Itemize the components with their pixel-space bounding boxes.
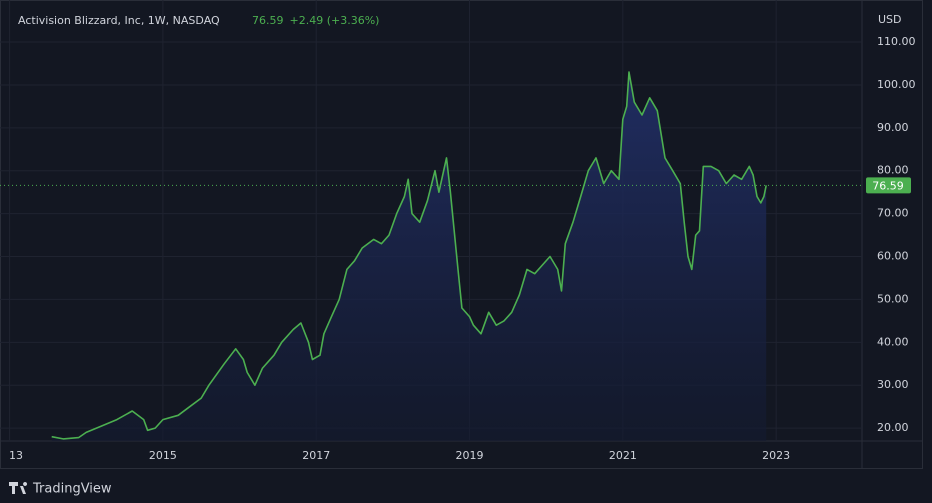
x-tick-label: 2023 <box>762 449 790 462</box>
change: +2.49 (+3.36%) <box>290 14 380 27</box>
x-tick-label: 2021 <box>609 449 637 462</box>
price: 76.59 <box>252 14 284 27</box>
brand: TradingView <box>32 482 112 497</box>
y-tick-label: 110.00 <box>877 35 916 48</box>
area <box>51 72 767 441</box>
x-tick-label: 2015 <box>149 449 177 462</box>
y-tick-label: 20.00 <box>877 421 909 434</box>
labels: 20.00 30.00 40.00 50.00 60.00 70.00 80.00 90.00… <box>9 35 916 462</box>
y-tick-label: 100.00 <box>877 78 916 91</box>
x-tick-label: 2019 <box>456 449 484 462</box>
logo <box>9 482 28 494</box>
y-tick-label: 30.00 <box>877 378 909 391</box>
panel-border <box>0 0 923 469</box>
x-tick-label: 13 <box>9 449 23 462</box>
x-tick-label: 2017 <box>302 449 330 462</box>
y-tick-label: 40.00 <box>877 335 909 348</box>
y-tick-label: 80.00 <box>877 164 909 177</box>
line <box>51 71 767 440</box>
chart-title: Activision Blizzard, Inc, 1W, NASDAQ <box>18 14 220 27</box>
price-tag <box>866 177 911 194</box>
y-tick-label: 50.00 <box>877 292 909 305</box>
y-tick-label: 90.00 <box>877 121 909 134</box>
y-tick-label: 70.00 <box>877 207 909 220</box>
currency: USD <box>878 13 902 26</box>
price-tag-label: 76.59 <box>872 179 904 192</box>
y-tick-label: 60.00 <box>877 250 909 263</box>
plot <box>0 71 862 441</box>
